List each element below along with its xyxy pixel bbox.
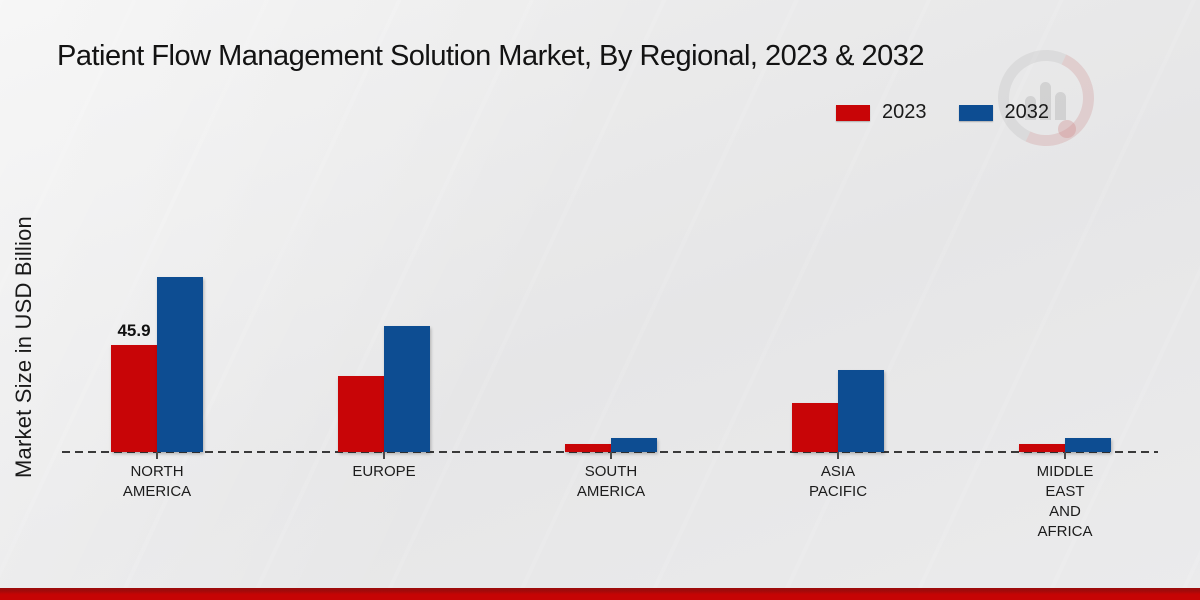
bar-2023-asia-pacific [792,403,838,452]
legend-swatch-2023 [836,104,870,121]
footer-accent-bar [0,588,1200,600]
x-axis-tick [156,452,158,459]
chart-title: Patient Flow Management Solution Market,… [57,40,925,72]
bar-2032-middle-east-and-africa [1065,438,1111,452]
bar-value-label: 45.9 [117,321,151,340]
y-axis-label: Market Size in USD Billion [11,216,36,478]
category-label-middle-east-and-africa: MIDDLE EAST AND AFRICA [1036,463,1094,540]
bar-2032-south-america [611,438,657,452]
legend-label: 2032 [1004,101,1050,123]
bar-2023-europe [338,376,384,452]
watermark-bar-icon [1025,96,1036,120]
legend: 2023 2032 [836,101,1049,124]
legend-swatch-2032 [958,104,993,121]
bar-2023-north-america [111,345,157,452]
legend-item-2032: 2032 [958,101,1050,124]
legend-label: 2023 [882,101,927,123]
watermark-dot-icon [1058,120,1076,138]
watermark-logo-icon [984,36,1108,160]
category-label-north-america: NORTH AMERICA [122,463,192,500]
x-axis-tick [1064,452,1066,459]
x-axis-tick [383,452,385,459]
bar-2023-middle-east-and-africa [1019,444,1065,452]
x-axis-tick [610,452,612,459]
x-axis-tick [837,452,839,459]
legend-item-2023: 2023 [836,101,927,124]
bar-2023-south-america [565,444,611,452]
category-label-asia-pacific: ASIA PACIFIC [808,463,868,500]
category-label-europe: EUROPE [352,463,416,480]
bar-2032-asia-pacific [838,370,884,452]
watermark-bar-icon [1040,82,1051,120]
watermark-bar-icon [1055,92,1066,120]
bar-2032-north-america [157,277,203,452]
category-label-south-america: SOUTH AMERICA [576,463,646,500]
bar-2032-europe [384,326,430,452]
